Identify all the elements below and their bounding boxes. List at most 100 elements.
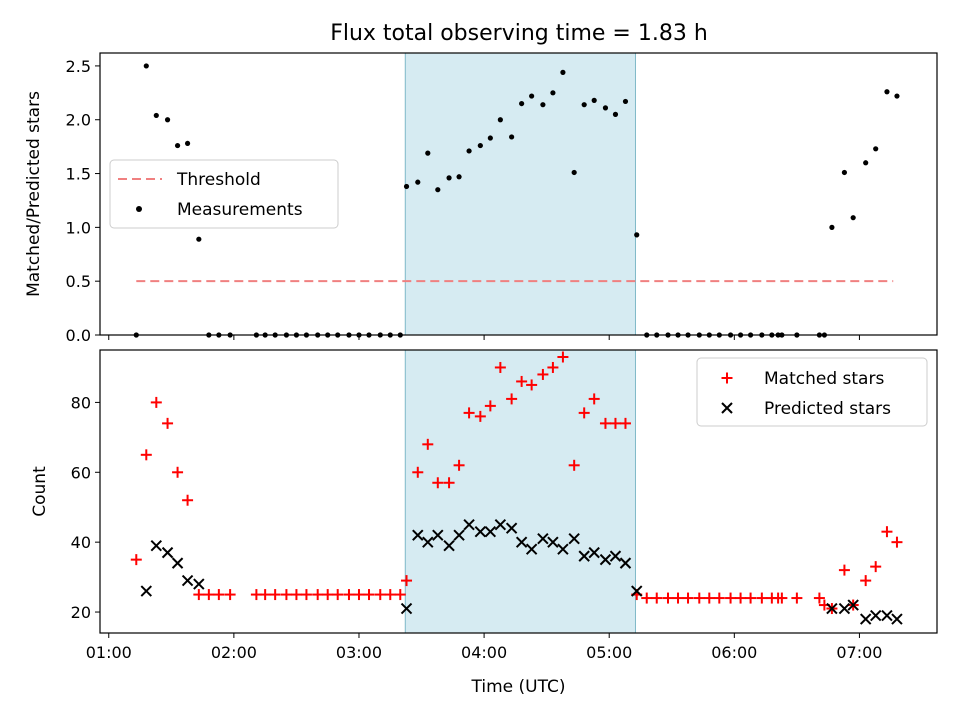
bottom-y-tick-label: 80 [71, 393, 91, 412]
bottom-y-tick-label: 40 [71, 533, 91, 552]
cross-stroke-b [891, 613, 903, 625]
cross-stroke-b [505, 522, 518, 534]
cross-stroke-b [171, 557, 184, 569]
top-y-axis: 0.0 0.5 1.0 1.5 2.0 2.5 [66, 57, 100, 345]
legend-matched-swatch [721, 372, 733, 384]
cross-stroke-b [412, 529, 424, 541]
matched-star-point [484, 400, 496, 412]
matched-star-point [662, 592, 674, 604]
matched-star-point [693, 592, 705, 604]
bottom-x-tick-label: 07:00 [836, 643, 882, 662]
predicted-star-point [869, 609, 882, 622]
matched-star-point [332, 589, 344, 601]
measurement-point [829, 224, 835, 230]
top-y-tick-label: 2.0 [66, 111, 91, 130]
predicted-star-point [181, 574, 194, 587]
measurement-point [497, 117, 503, 123]
matched-star-point [557, 351, 569, 363]
matched-star-point [599, 417, 611, 429]
predicted-star-point [619, 557, 632, 569]
legend-matched-label: Matched stars [764, 369, 884, 389]
measurement-point [519, 100, 525, 107]
top-y-tick-label: 2.5 [66, 57, 91, 76]
measurement-point [581, 102, 587, 108]
matched-star-point [870, 561, 882, 573]
matched-star-point [588, 393, 600, 405]
matched-star-point [203, 589, 215, 601]
matched-star-point [401, 575, 413, 587]
top-axes-frame [99, 52, 938, 336]
legend-cross-marker [721, 402, 733, 414]
predicted-star-point [193, 578, 205, 590]
measurement-point [143, 63, 149, 69]
cross-stroke-b [400, 602, 413, 615]
matched-star-point [280, 589, 292, 601]
measurement-point [634, 232, 640, 238]
bottom-x-axis: 01:00 02:00 03:00 04:00 05:00 06:00 07:00 [86, 633, 882, 662]
cross-stroke-b [568, 532, 580, 545]
measurement-point [487, 135, 493, 141]
cross-stroke-b [432, 529, 444, 541]
measurement-point [612, 111, 619, 117]
matched-star-point [394, 589, 406, 601]
measurement-point [153, 112, 159, 119]
matched-star-point [150, 396, 162, 408]
top-y-tick-label: 1.0 [66, 218, 91, 237]
x-axis-label: Time (UTC) [471, 677, 566, 697]
measurement-point [196, 236, 202, 242]
predicted-star-point [432, 529, 444, 541]
predicted-star-point [859, 613, 872, 625]
measurement-point [873, 146, 879, 152]
measurement-point [415, 179, 421, 185]
chart-title: Flux total observing time = 1.83 h [330, 21, 708, 46]
matched-star-point [813, 592, 825, 604]
cross-stroke-b [721, 402, 733, 414]
predicted-stars-points [140, 518, 903, 625]
top-legend-box [109, 159, 339, 229]
predicted-star-point [578, 550, 590, 562]
measurement-point [602, 105, 609, 111]
matched-star-point [224, 589, 236, 601]
matched-stars-points [130, 351, 903, 615]
matched-star-point [374, 589, 386, 601]
measurement-point [164, 117, 171, 123]
predicted-star-point [515, 536, 528, 548]
predicted-star-point [463, 518, 475, 531]
matched-star-point [193, 589, 205, 601]
predicted-star-point [484, 525, 497, 538]
matched-star-point [516, 375, 528, 387]
cross-stroke-b [181, 574, 194, 587]
matched-star-point [443, 477, 455, 489]
bottom-y-axis-label: Count [30, 466, 50, 517]
cross-stroke-b [453, 529, 465, 541]
matched-star-point [312, 589, 324, 601]
measurement-points [133, 63, 900, 338]
measurement-point [456, 174, 462, 180]
cross-stroke-b [140, 585, 152, 597]
predicted-star-point [171, 557, 184, 569]
matched-star-point [526, 379, 538, 391]
matched-star-point [290, 589, 302, 601]
cross-stroke-b [826, 602, 838, 615]
cross-stroke-b [161, 546, 174, 559]
predicted-star-point [557, 543, 569, 555]
legend-predicted-swatch [721, 402, 733, 414]
predicted-star-point [599, 553, 612, 566]
matched-star-point [463, 407, 475, 419]
measurement-point [560, 69, 566, 75]
matched-star-point [182, 494, 194, 506]
cross-stroke-b [599, 553, 612, 566]
cross-stroke-b [463, 518, 475, 531]
matched-star-point [651, 592, 663, 604]
predicted-star-point [505, 522, 518, 534]
predicted-star-point [400, 602, 413, 615]
matched-star-point [735, 592, 747, 604]
top-y-tick-label: 0.5 [66, 272, 91, 291]
measurement-point [841, 169, 848, 176]
cross-stroke-b [547, 536, 559, 548]
matched-star-point [703, 592, 715, 604]
measurement-point [884, 89, 890, 95]
matched-star-point [547, 361, 559, 373]
measurement-point [550, 90, 556, 96]
